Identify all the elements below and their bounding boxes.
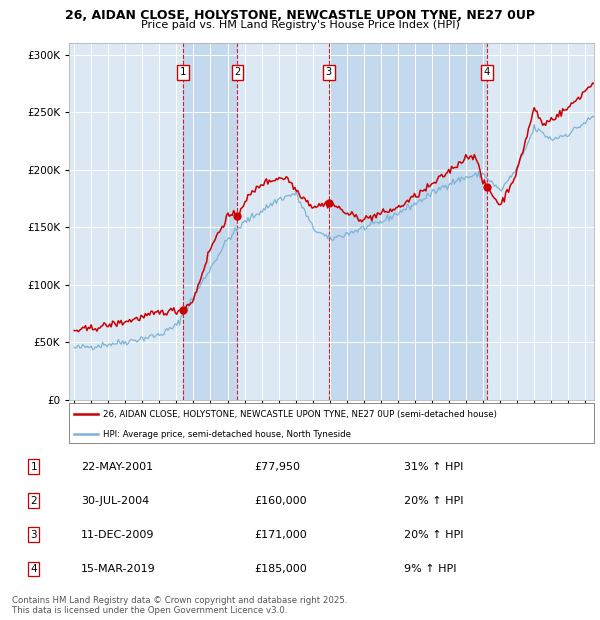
- Text: £185,000: £185,000: [254, 564, 307, 574]
- Bar: [329, 43, 487, 400]
- Text: 2: 2: [234, 67, 241, 77]
- Text: 4: 4: [31, 564, 37, 574]
- Text: 26, AIDAN CLOSE, HOLYSTONE, NEWCASTLE UPON TYNE, NE27 0UP (semi-detached house): 26, AIDAN CLOSE, HOLYSTONE, NEWCASTLE UP…: [103, 410, 497, 418]
- Bar: [183, 43, 238, 400]
- Text: 11-DEC-2009: 11-DEC-2009: [81, 529, 155, 540]
- Text: HPI: Average price, semi-detached house, North Tyneside: HPI: Average price, semi-detached house,…: [103, 430, 351, 439]
- Text: Price paid vs. HM Land Registry's House Price Index (HPI): Price paid vs. HM Land Registry's House …: [140, 20, 460, 30]
- Text: £171,000: £171,000: [254, 529, 307, 540]
- Text: £77,950: £77,950: [254, 461, 300, 472]
- Text: 30-JUL-2004: 30-JUL-2004: [81, 495, 149, 506]
- Text: 15-MAR-2019: 15-MAR-2019: [81, 564, 156, 574]
- Text: 3: 3: [326, 67, 332, 77]
- Text: 9% ↑ HPI: 9% ↑ HPI: [404, 564, 456, 574]
- Text: This data is licensed under the Open Government Licence v3.0.: This data is licensed under the Open Gov…: [12, 606, 287, 616]
- Text: 4: 4: [484, 67, 490, 77]
- Text: 22-MAY-2001: 22-MAY-2001: [81, 461, 153, 472]
- Text: 3: 3: [31, 529, 37, 540]
- Text: 20% ↑ HPI: 20% ↑ HPI: [404, 529, 463, 540]
- Text: Contains HM Land Registry data © Crown copyright and database right 2025.: Contains HM Land Registry data © Crown c…: [12, 596, 347, 606]
- Text: 20% ↑ HPI: 20% ↑ HPI: [404, 495, 463, 506]
- Text: 26, AIDAN CLOSE, HOLYSTONE, NEWCASTLE UPON TYNE, NE27 0UP: 26, AIDAN CLOSE, HOLYSTONE, NEWCASTLE UP…: [65, 9, 535, 22]
- Text: 1: 1: [31, 461, 37, 472]
- Text: 2: 2: [31, 495, 37, 506]
- Text: £160,000: £160,000: [254, 495, 307, 506]
- Text: 31% ↑ HPI: 31% ↑ HPI: [404, 461, 463, 472]
- Text: 1: 1: [180, 67, 186, 77]
